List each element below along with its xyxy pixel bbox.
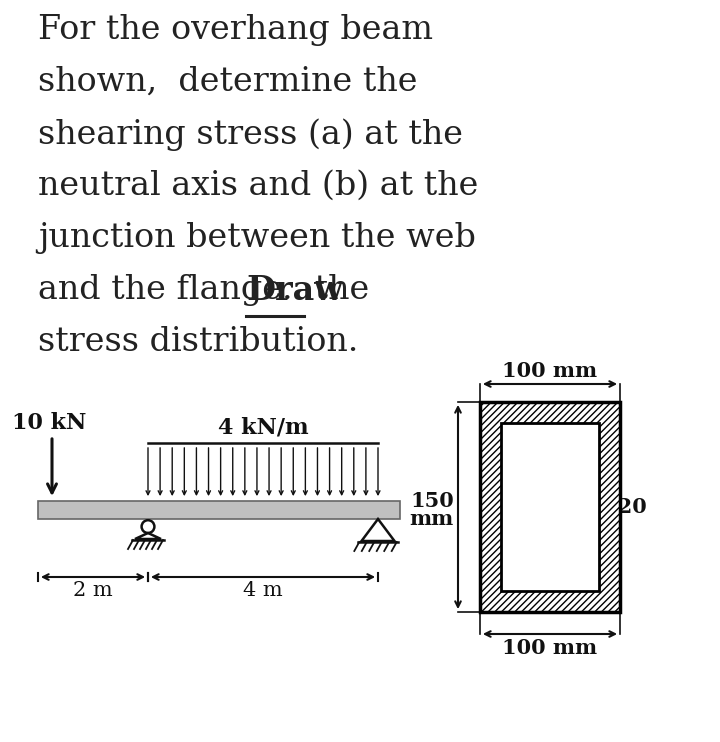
Text: 10 kN: 10 kN: [12, 412, 86, 434]
Bar: [38, 501, 400, 519]
Text: 100 mm: 100 mm: [503, 361, 598, 381]
Bar: [480, 402, 620, 423]
Text: 4 kN/m: 4 kN/m: [217, 417, 308, 439]
Bar: [480, 423, 501, 591]
Text: shearing stress (a) at the: shearing stress (a) at the: [38, 118, 463, 151]
Text: 120: 120: [603, 497, 647, 517]
Text: and the flange.: and the flange.: [38, 274, 303, 306]
Text: 150: 150: [410, 491, 454, 511]
Text: 2 m: 2 m: [73, 581, 113, 600]
Bar: [480, 402, 620, 612]
Text: stress distribution.: stress distribution.: [38, 326, 359, 358]
Bar: [599, 423, 620, 591]
Bar: [501, 423, 599, 591]
Bar: [480, 402, 620, 612]
Text: For the overhang beam: For the overhang beam: [38, 14, 433, 46]
Bar: [480, 591, 620, 612]
Text: neutral axis and (b) at the: neutral axis and (b) at the: [38, 170, 478, 202]
Text: 100 mm: 100 mm: [503, 638, 598, 658]
Text: mm: mm: [410, 509, 454, 529]
Text: shown,  determine the: shown, determine the: [38, 66, 418, 98]
Text: —70—: —70—: [515, 559, 585, 579]
Text: 4 m: 4 m: [243, 581, 283, 600]
Text: the: the: [304, 274, 369, 306]
Text: Draw: Draw: [246, 274, 343, 307]
Text: junction between the web: junction between the web: [38, 222, 476, 254]
